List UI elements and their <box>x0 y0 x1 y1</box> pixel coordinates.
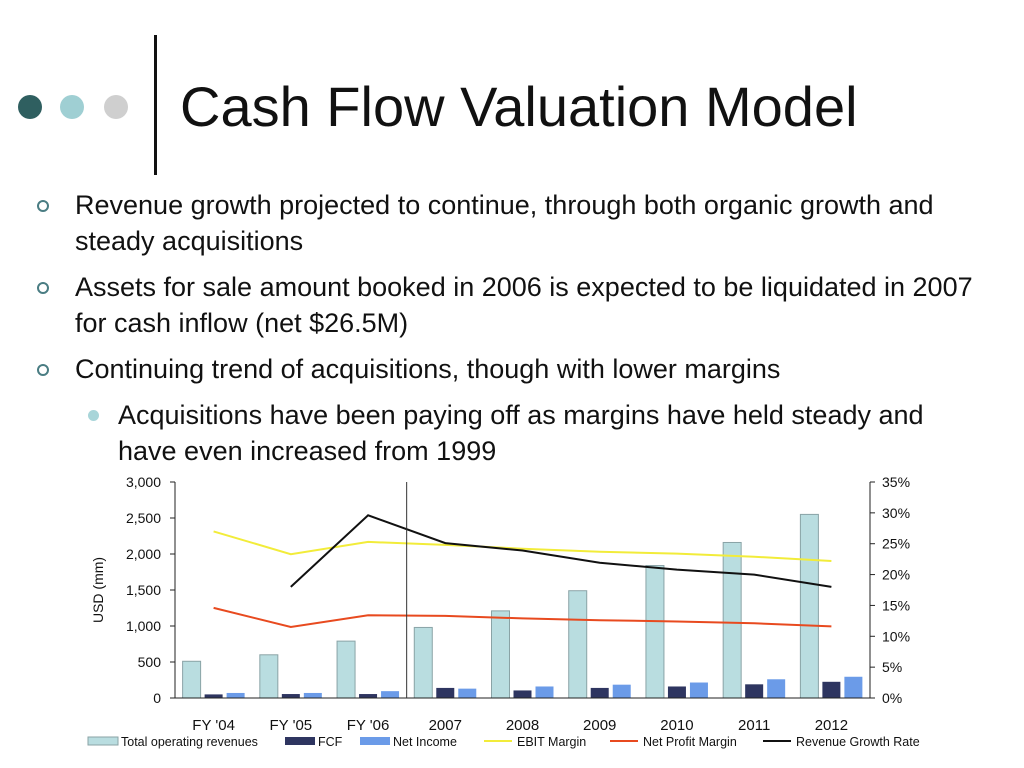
bar-fcf <box>281 694 300 698</box>
bar-fcf <box>667 686 686 698</box>
bar-net-income <box>381 691 400 698</box>
bar-fcf <box>822 681 841 698</box>
y-tick-label: 1,500 <box>126 582 161 598</box>
combo-chart: 3,000 2,500 2,000 1,500 1,000 500 0 35% 30% 25% 20… <box>87 474 920 749</box>
bar-total-operating-revenues <box>568 590 588 699</box>
bar-fcf <box>590 687 609 698</box>
bar-total-operating-revenues <box>413 626 433 699</box>
y-tick-label: 2,000 <box>126 546 161 562</box>
sub-bullet-1: Acquisitions have been paying off as mar… <box>88 397 958 469</box>
line-ebit-margin <box>213 530 832 562</box>
legend-swatch <box>285 737 315 745</box>
y-tick-label: 3,000 <box>126 474 161 490</box>
bullet-marker <box>37 364 49 376</box>
bullet-1: Revenue growth projected to continue, th… <box>37 187 975 259</box>
bar-net-income <box>226 692 245 698</box>
bar-net-income <box>844 676 863 698</box>
y-tick-label: 1,000 <box>126 618 161 634</box>
bar-fcf <box>513 690 532 698</box>
bar-fcf <box>359 694 378 698</box>
x-tick-label: 2011 <box>738 717 770 734</box>
y-tick-label: 500 <box>138 654 162 670</box>
bar-net-income <box>612 684 631 698</box>
bar-total-operating-revenues <box>259 654 279 699</box>
x-tick-label: FY '04 <box>192 717 235 734</box>
y2-tick-label: 5% <box>882 659 902 675</box>
legend-label: Net Profit Margin <box>643 735 737 749</box>
bar-net-income <box>689 682 708 698</box>
bar-total-operating-revenues <box>645 565 665 699</box>
x-tick-label: 2012 <box>815 717 848 734</box>
line-revenue-growth-rate <box>290 514 832 588</box>
y2-tick-label: 0% <box>882 690 902 706</box>
legend-swatch <box>87 736 119 746</box>
y-tick-label: 0 <box>153 690 161 706</box>
legend-label: Total operating revenues <box>121 735 258 749</box>
y2-tick-label: 10% <box>882 628 910 644</box>
x-tick-label: 2008 <box>506 717 539 734</box>
decorative-dot-dark <box>18 95 42 119</box>
bar-total-operating-revenues <box>799 513 819 699</box>
legend-label: Net Income <box>393 735 457 749</box>
line-net-profit-margin <box>213 606 832 629</box>
sub-bullet-marker <box>88 410 99 421</box>
x-tick-label: 2009 <box>583 717 616 734</box>
bar-total-operating-revenues <box>336 640 356 699</box>
legend-label: Revenue Growth Rate <box>796 735 920 749</box>
bar-net-income <box>458 688 477 698</box>
legend-swatch <box>360 737 390 745</box>
title-divider <box>154 35 157 175</box>
bar-total-operating-revenues <box>491 610 510 699</box>
x-tick-label: 2010 <box>660 717 693 734</box>
y2-tick-label: 25% <box>882 536 910 552</box>
x-tick-label: 2007 <box>429 717 462 734</box>
bullet-3-text: Continuing trend of acquisitions, though… <box>75 354 781 384</box>
y2-tick-label: 15% <box>882 597 910 613</box>
decorative-dot-gray <box>104 95 128 119</box>
y2-tick-label: 30% <box>882 505 910 521</box>
bar-fcf <box>745 684 764 698</box>
legend-label: FCF <box>318 735 343 749</box>
bar-net-income <box>535 686 554 698</box>
bullet-2: Assets for sale amount booked in 2006 is… <box>37 269 975 341</box>
sub-bullet-1-text: Acquisitions have been paying off as mar… <box>118 400 924 466</box>
bar-fcf <box>204 694 223 698</box>
x-tick-label: FY '05 <box>270 717 313 734</box>
bullet-2-text: Assets for sale amount booked in 2006 is… <box>75 272 973 338</box>
y-tick-label: 2,500 <box>126 510 161 526</box>
y2-tick-label: 20% <box>882 567 910 583</box>
bar-total-operating-revenues <box>722 541 742 699</box>
bar-fcf <box>436 687 455 698</box>
y2-tick-label: 35% <box>882 474 910 490</box>
bullet-1-text: Revenue growth projected to continue, th… <box>75 190 934 256</box>
legend-label: EBIT Margin <box>517 735 586 749</box>
bullet-marker <box>37 200 49 212</box>
bullet-3: Continuing trend of acquisitions, though… <box>37 351 975 387</box>
bullet-marker <box>37 282 49 294</box>
y-axis-label: USD (mm) <box>90 557 106 623</box>
decorative-dot-light <box>60 95 84 119</box>
bar-total-operating-revenues <box>182 660 202 699</box>
bar-net-income <box>303 692 322 698</box>
slide-title: Cash Flow Valuation Model <box>180 75 858 138</box>
bar-net-income <box>767 679 786 698</box>
x-tick-label: FY '06 <box>347 717 390 734</box>
